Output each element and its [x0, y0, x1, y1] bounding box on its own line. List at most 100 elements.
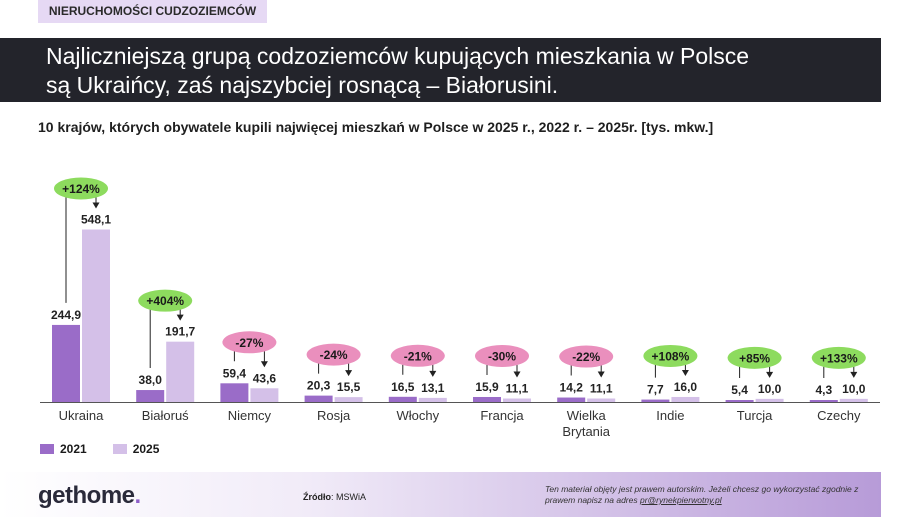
change-badge-6 — [559, 345, 614, 368]
bar-2025-1 — [166, 341, 195, 402]
change-badge-8 — [727, 346, 782, 369]
change-label-6: -22% — [572, 350, 600, 364]
value-label-2021-8: 5,4 — [731, 383, 748, 397]
value-label-2021-0: 244,9 — [51, 308, 81, 322]
change-arrowhead-9 — [850, 371, 858, 378]
value-label-2021-5: 15,9 — [475, 380, 499, 394]
change-arrowhead-8 — [766, 371, 774, 378]
bar-2025-8 — [755, 398, 784, 402]
value-label-2025-0: 548,1 — [81, 213, 111, 227]
copyright-email-link[interactable]: pr@rynekpierwotny.pl — [639, 495, 722, 505]
change-arrowhead-1 — [176, 314, 184, 321]
category-label-9: Czechy — [817, 408, 861, 423]
bar-2025-2 — [250, 388, 279, 402]
bar-2025-7 — [671, 396, 700, 402]
change-badge-4 — [390, 344, 445, 367]
category-label-0: Ukraina — [59, 408, 105, 423]
value-label-2025-7: 16,0 — [674, 380, 698, 394]
bar-2021-6 — [557, 397, 586, 402]
change-label-0: +124% — [62, 182, 100, 196]
value-label-2021-1: 38,0 — [139, 373, 163, 387]
logo-text: gethome — [38, 482, 135, 509]
change-label-7: +108% — [652, 349, 690, 363]
category-label-6-line2: Brytania — [562, 424, 610, 439]
change-label-2: -27% — [235, 336, 263, 350]
value-label-2025-4: 13,1 — [421, 381, 445, 395]
value-label-2025-2: 43,6 — [253, 371, 277, 385]
source-label: Źródło — [303, 492, 331, 502]
change-label-3: -24% — [320, 348, 348, 362]
value-label-2021-6: 14,2 — [560, 381, 584, 395]
bar-2025-6 — [587, 398, 616, 402]
value-label-2021-2: 59,4 — [223, 366, 247, 380]
value-label-2025-1: 191,7 — [165, 325, 195, 339]
value-label-2021-4: 16,5 — [391, 380, 415, 394]
category-label-2: Niemcy — [228, 408, 272, 423]
category-label-8: Turcja — [737, 408, 773, 423]
legend-swatch-2021 — [40, 444, 54, 454]
chart-legend: 2021 2025 — [40, 442, 159, 456]
change-badge-9 — [811, 346, 866, 369]
section-tag: NIERUCHOMOŚCI CUDZOZIEMCÓW — [38, 0, 267, 23]
change-badge-1 — [138, 289, 193, 312]
value-label-2025-3: 15,5 — [337, 380, 361, 394]
change-label-9: +133% — [820, 351, 858, 365]
value-label-2025-9: 10,0 — [842, 382, 866, 396]
change-label-5: -30% — [488, 349, 516, 363]
bar-2025-5 — [503, 398, 531, 402]
value-label-2021-7: 7,7 — [647, 383, 664, 397]
change-badge-2 — [222, 331, 277, 354]
value-label-2025-5: 11,1 — [506, 382, 529, 396]
category-label-6: Wielka — [567, 408, 607, 423]
change-label-8: +85% — [739, 351, 770, 365]
legend-item-2021: 2021 — [40, 442, 87, 456]
bar-2021-0 — [52, 324, 80, 402]
category-label-7: Indie — [656, 408, 684, 423]
value-label-2025-6: 11,1 — [590, 382, 613, 396]
bar-2025-3 — [334, 397, 363, 402]
change-badge-5 — [475, 344, 529, 367]
value-label-2021-9: 4,3 — [815, 383, 832, 397]
legend-label-2025: 2025 — [132, 442, 160, 456]
category-label-4: Włochy — [396, 408, 439, 423]
headline-line-1: Najliczniejszą grupą codzoziemców kupują… — [46, 43, 750, 69]
bar-2021-2 — [220, 383, 249, 402]
bar-2025-0 — [82, 229, 110, 402]
footer-band — [0, 472, 881, 517]
category-label-3: Rosja — [317, 408, 351, 423]
change-arrowhead-0 — [92, 202, 100, 209]
headline-banner: Najliczniejszą grupą codzoziemców kupują… — [0, 38, 881, 102]
change-label-4: -21% — [404, 349, 432, 363]
copyright-note: Ten materiał objęty jest prawem autorski… — [545, 484, 875, 506]
value-label-2021-3: 20,3 — [307, 379, 331, 393]
change-arrowhead-4 — [429, 370, 437, 377]
change-badge-7 — [643, 344, 698, 367]
change-arrowhead-3 — [345, 370, 353, 377]
value-label-2025-8: 10,0 — [758, 382, 782, 396]
chart-subtitle: 10 krajów, których obywatele kupili najw… — [38, 119, 714, 135]
change-arrowhead-2 — [260, 361, 268, 368]
change-arrowhead-6 — [597, 371, 605, 378]
change-arrowhead-7 — [681, 369, 689, 376]
bar-2021-8 — [725, 400, 754, 402]
legend-swatch-2025 — [112, 444, 127, 454]
category-label-1: Białoruś — [142, 408, 189, 423]
bar-2021-9 — [809, 400, 838, 402]
change-badge-0 — [54, 177, 108, 200]
bar-2021-7 — [641, 399, 670, 402]
change-arrowhead-5 — [513, 371, 521, 378]
bar-2021-1 — [136, 390, 165, 402]
bar-2021-4 — [388, 396, 417, 402]
bar-2021-5 — [473, 396, 501, 402]
logo-dot: . — [134, 482, 142, 509]
headline-line-2: są Ukraińcy, zaś najszybciej rosnącą – B… — [46, 72, 559, 98]
change-label-1: +404% — [146, 294, 184, 308]
copyright-text: Ten materiał objęty jest prawem autorski… — [545, 484, 859, 505]
source-value: : MSWiA — [331, 492, 366, 502]
source-note: Źródło: MSWiA — [303, 492, 366, 502]
gethome-logo: gethome. — [38, 482, 141, 510]
legend-item-2025: 2025 — [112, 442, 160, 456]
bar-2021-3 — [304, 395, 333, 402]
legend-label-2021: 2021 — [60, 442, 87, 456]
